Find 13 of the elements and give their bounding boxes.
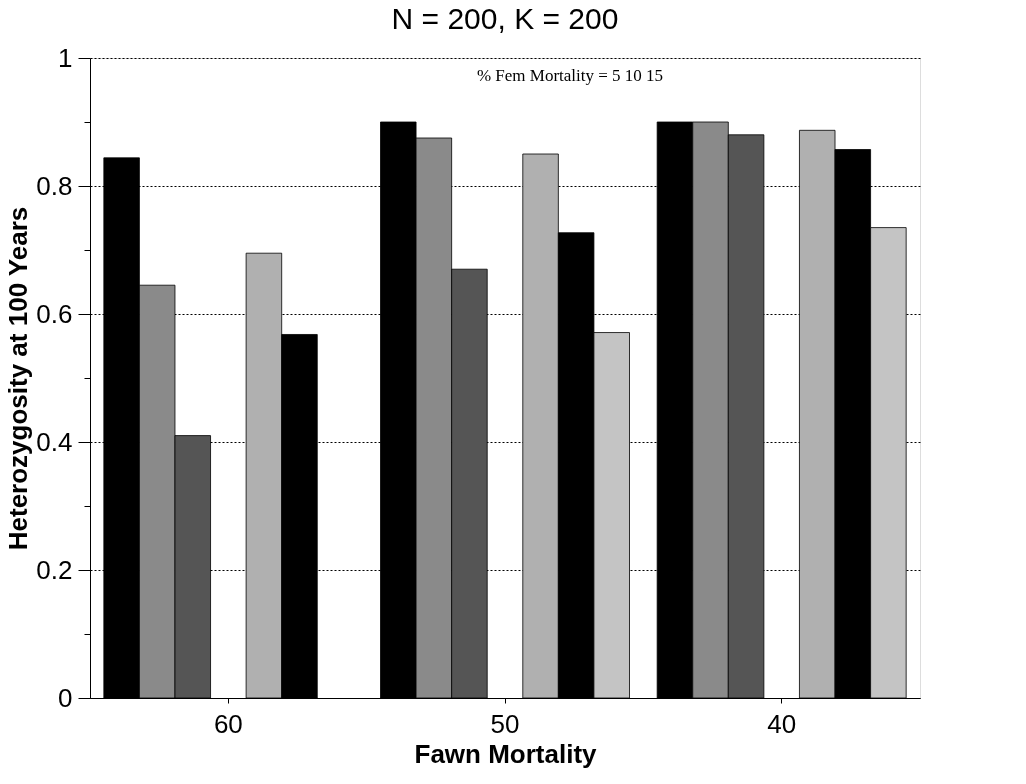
y-tick-label: 0 <box>58 682 73 713</box>
y-tick-label: 1 <box>58 42 73 73</box>
x-axis-title: Fawn Mortality <box>414 738 598 769</box>
y-axis-title: Heterozygosity at 100 Years <box>3 206 34 551</box>
chart-title: N = 200, K = 200 <box>391 2 619 35</box>
y-tick-label: 0.6 <box>36 298 73 329</box>
y-tick-label: 0.8 <box>36 170 73 201</box>
x-tick-label: 50 <box>490 708 520 739</box>
x-tick-label: 40 <box>767 708 797 739</box>
y-tick-label: 0.2 <box>36 554 73 585</box>
annotation: % Fem Mortality = 5 10 15 <box>476 66 664 85</box>
y-tick-label: 0.4 <box>36 426 73 457</box>
x-tick-label: 60 <box>213 708 243 739</box>
